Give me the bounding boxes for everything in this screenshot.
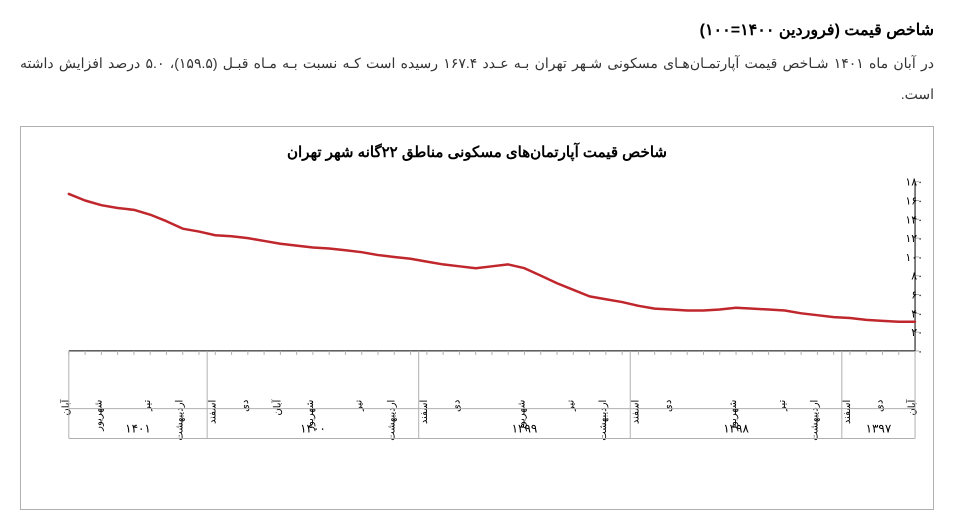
- svg-text:اردیبهشت: اردیبهشت: [175, 399, 186, 440]
- svg-text:تیر: تیر: [142, 399, 153, 411]
- svg-text:دی: دی: [663, 399, 674, 411]
- svg-text:اسفند: اسفند: [419, 399, 430, 423]
- svg-text:۱۴۰۱: ۱۴۰۱: [125, 421, 151, 435]
- svg-text:۲۰: ۲۰: [911, 327, 923, 339]
- svg-text:آبان: آبان: [59, 398, 72, 415]
- svg-text:آبان: آبان: [270, 398, 283, 415]
- svg-text:اسفند: اسفند: [842, 399, 853, 423]
- line-chart: ۰ ۲۰ ۴۰ ۶۰ ۸۰ ۱۰۰ ۱۲۰ ۱۴۰ ۱۶۰ ۱۸۰ آبان دی اسفند اردیب…: [29, 171, 925, 501]
- svg-text:۱۳۹۷: ۱۳۹۷: [866, 421, 892, 435]
- svg-text:۱۳۹۹: ۱۳۹۹: [512, 421, 538, 435]
- svg-text:آبان: آبان: [905, 398, 918, 415]
- chart-container: شاخص قیمت آپارتمان‌های مسکونی مناطق ۲۲گا…: [20, 126, 934, 510]
- svg-text:اسفند: اسفند: [630, 399, 641, 423]
- svg-text:اردیبهشت: اردیبهشت: [386, 399, 397, 440]
- svg-text:۱۴۰۰: ۱۴۰۰: [300, 421, 326, 435]
- paragraph: در آبان ماه ۱۴۰۱ شـاخص قیمت آپارتمـان‌هـ…: [20, 48, 934, 110]
- svg-text:۱۶۰: ۱۶۰: [905, 195, 923, 207]
- svg-text:دی: دی: [451, 399, 462, 411]
- svg-text:تیر: تیر: [565, 399, 576, 411]
- svg-text:۱۸۰: ۱۸۰: [905, 176, 923, 188]
- svg-text:۱۰۰: ۱۰۰: [905, 251, 923, 263]
- svg-text:دی: دی: [240, 399, 251, 411]
- svg-text:شهریور: شهریور: [93, 399, 104, 431]
- svg-text:۱۴۰: ۱۴۰: [905, 214, 923, 226]
- svg-text:۰: ۰: [917, 346, 923, 358]
- svg-text:۴۰: ۴۰: [911, 308, 923, 320]
- chart-title: شاخص قیمت آپارتمان‌های مسکونی مناطق ۲۲گا…: [29, 143, 925, 161]
- svg-text:اردیبهشت: اردیبهشت: [598, 399, 609, 440]
- svg-text:تیر: تیر: [354, 399, 365, 411]
- svg-text:۱۲۰: ۱۲۰: [905, 233, 923, 245]
- svg-text:اسفند: اسفند: [207, 399, 218, 423]
- heading: شاخص قیمت (فروردین ۱۴۰۰=۱۰۰): [20, 20, 934, 40]
- svg-text:۸۰: ۸۰: [911, 270, 923, 282]
- svg-text:دی: دی: [874, 399, 885, 411]
- svg-text:۶۰: ۶۰: [911, 289, 923, 301]
- svg-text:۱۳۹۸: ۱۳۹۸: [723, 421, 749, 435]
- svg-text:تیر: تیر: [777, 399, 788, 411]
- svg-text:اردیبهشت: اردیبهشت: [809, 399, 820, 440]
